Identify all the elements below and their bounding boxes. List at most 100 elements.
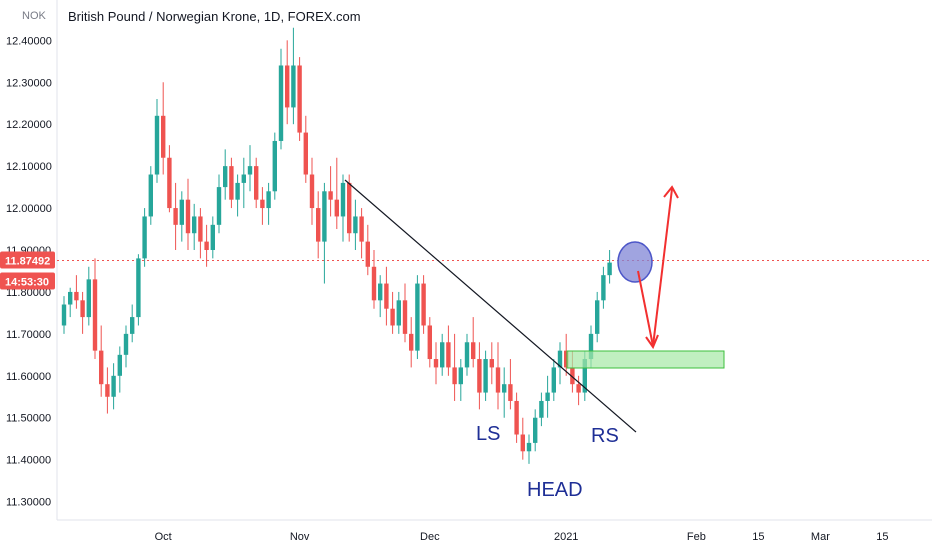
target-circle xyxy=(617,241,653,283)
candle xyxy=(384,266,389,326)
candle xyxy=(285,40,290,125)
candle xyxy=(105,367,110,414)
x-axis: Oct Nov Dec 2021 Feb 15 Mar 15 xyxy=(155,531,889,543)
candle xyxy=(278,48,284,150)
candle xyxy=(161,82,166,175)
unit-label: NOK xyxy=(22,10,46,22)
candle xyxy=(266,182,271,225)
candle xyxy=(136,254,141,326)
y-tick-label: 11.40000 xyxy=(6,455,51,467)
x-tick-label: Oct xyxy=(155,531,172,543)
countdown-label: 14:53:30 xyxy=(5,277,49,289)
candle xyxy=(241,157,246,209)
y-tick-label: 11.70000 xyxy=(6,329,51,341)
candle xyxy=(371,250,377,309)
candle xyxy=(564,333,569,376)
candle xyxy=(365,224,370,276)
y-tick-label: 11.30000 xyxy=(6,497,51,509)
candle xyxy=(216,174,222,234)
candle xyxy=(260,187,265,225)
candle xyxy=(291,27,296,125)
candle xyxy=(402,283,408,343)
label-ls: LS xyxy=(476,423,500,445)
candle xyxy=(396,291,401,334)
candle xyxy=(514,392,519,443)
candle xyxy=(204,224,209,267)
candle xyxy=(502,367,507,418)
candle xyxy=(452,333,457,401)
x-tick-label: 2021 xyxy=(554,531,578,543)
y-tick-label: 11.60000 xyxy=(6,371,51,383)
candle xyxy=(303,115,308,183)
y-tick-label: 12.40000 xyxy=(6,35,52,47)
projection-arrows xyxy=(637,185,679,350)
candle xyxy=(309,157,315,225)
candle xyxy=(142,208,147,267)
candle xyxy=(390,291,395,334)
x-tick-label: Nov xyxy=(290,531,310,543)
candle xyxy=(185,178,191,250)
candle xyxy=(223,149,228,200)
candle xyxy=(86,266,91,326)
candle xyxy=(167,145,172,213)
candle xyxy=(433,342,439,385)
candle xyxy=(92,258,98,360)
candle xyxy=(545,375,550,418)
x-tick-label: Feb xyxy=(687,531,706,543)
y-tick-label: 11.80000 xyxy=(6,287,51,299)
candle xyxy=(61,296,67,334)
candle xyxy=(464,333,470,376)
candle xyxy=(458,359,463,401)
candle xyxy=(421,275,426,334)
candle xyxy=(526,434,532,464)
candle xyxy=(353,199,358,250)
candle xyxy=(173,182,178,250)
label-rs: RS xyxy=(591,425,619,447)
candle xyxy=(415,275,420,360)
candle xyxy=(192,203,197,250)
candle xyxy=(347,174,352,242)
candle xyxy=(576,375,581,406)
support-zone xyxy=(566,350,725,369)
candle xyxy=(533,409,538,452)
candle xyxy=(247,145,253,192)
candle xyxy=(123,325,129,368)
candle xyxy=(111,363,116,410)
candle xyxy=(595,291,600,343)
candle xyxy=(508,359,513,410)
y-tick-label: 12.10000 xyxy=(6,161,52,173)
candle xyxy=(607,250,612,284)
candle xyxy=(483,350,488,401)
candle xyxy=(328,166,333,217)
x-tick-label: Mar xyxy=(811,531,830,543)
candle xyxy=(74,275,79,309)
candle xyxy=(130,304,135,343)
candle xyxy=(334,157,339,230)
x-tick-label: Dec xyxy=(420,531,440,543)
candle xyxy=(551,359,556,401)
y-tick-label: 11.50000 xyxy=(6,413,51,425)
candle xyxy=(601,266,606,309)
candle xyxy=(427,317,432,368)
candle xyxy=(99,325,104,397)
candle xyxy=(297,57,302,141)
candle xyxy=(359,208,364,259)
candle xyxy=(198,208,203,259)
candle xyxy=(557,342,563,385)
candle xyxy=(340,174,346,242)
candle xyxy=(235,174,240,217)
chart-title: British Pound / Norwegian Krone, 1D, FOR… xyxy=(68,9,361,24)
candle xyxy=(446,325,451,376)
candle xyxy=(440,333,445,376)
candle xyxy=(477,342,482,410)
candle xyxy=(539,392,544,427)
candles xyxy=(61,27,612,464)
x-tick-label: 15 xyxy=(876,531,888,543)
x-tick-label: 15 xyxy=(752,531,764,543)
candle xyxy=(378,275,383,318)
candle xyxy=(229,157,234,209)
y-tick-label: 12.20000 xyxy=(6,119,52,131)
candle xyxy=(471,317,476,368)
candle xyxy=(409,317,414,368)
